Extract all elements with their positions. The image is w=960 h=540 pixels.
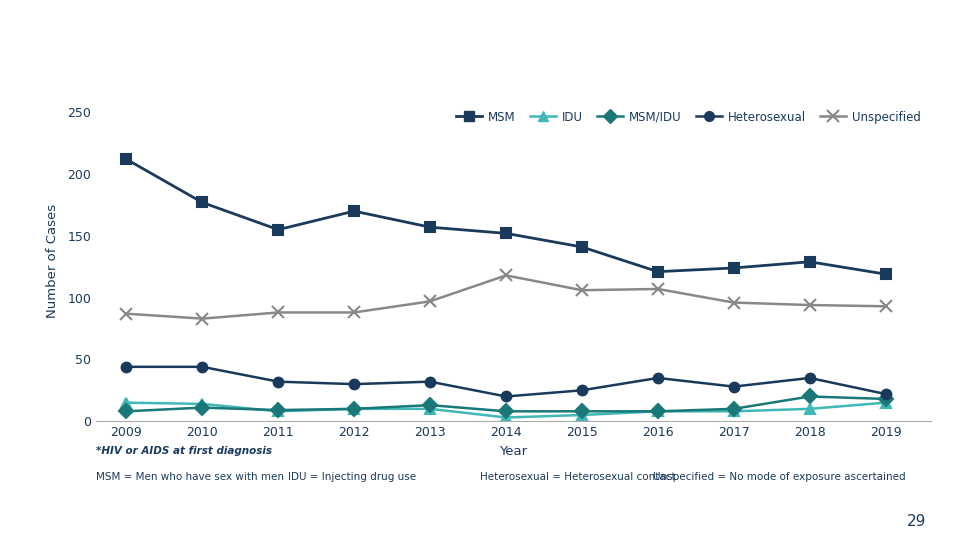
Line: MSM/IDU: MSM/IDU: [122, 392, 891, 416]
MSM: [804, 259, 815, 265]
Unspecified: [880, 303, 892, 309]
Heterosexual: [348, 381, 360, 387]
IDU: [273, 408, 284, 415]
IDU: [424, 406, 436, 412]
Unspecified: [576, 287, 588, 293]
Line: IDU: IDU: [122, 398, 891, 422]
Legend: MSM, IDU, MSM/IDU, Heterosexual, Unspecified: MSM, IDU, MSM/IDU, Heterosexual, Unspeci…: [451, 106, 925, 128]
Line: Unspecified: Unspecified: [120, 269, 892, 325]
Unspecified: [348, 309, 360, 316]
IDU: [880, 400, 892, 406]
MSM: [424, 224, 436, 231]
Line: Heterosexual: Heterosexual: [122, 362, 891, 401]
Heterosexual: [424, 379, 436, 385]
Heterosexual: [500, 393, 512, 400]
IDU: [121, 400, 132, 406]
MSM: [197, 199, 208, 206]
Text: HIV Diagnoses* by Mode of Exposure and Year, 2009 - 2019: HIV Diagnoses* by Mode of Exposure and Y…: [39, 31, 921, 57]
Unspecified: [728, 299, 739, 306]
MSM: [500, 230, 512, 237]
Unspecified: [121, 310, 132, 317]
Heterosexual: [197, 363, 208, 370]
IDU: [652, 408, 663, 415]
MSM: [576, 244, 588, 250]
Text: Unspecified = No mode of exposure ascertained: Unspecified = No mode of exposure ascert…: [653, 472, 905, 483]
MSM/IDU: [576, 408, 588, 415]
IDU: [197, 401, 208, 407]
MSM: [348, 208, 360, 214]
Unspecified: [500, 272, 512, 279]
Heterosexual: [880, 391, 892, 397]
IDU: [348, 406, 360, 412]
Text: Heterosexual = Heterosexual contact: Heterosexual = Heterosexual contact: [480, 472, 676, 483]
MSM: [880, 271, 892, 278]
Heterosexual: [576, 387, 588, 394]
Heterosexual: [652, 375, 663, 381]
Text: MSM = Men who have sex with men: MSM = Men who have sex with men: [96, 472, 284, 483]
MSM: [121, 156, 132, 163]
IDU: [804, 406, 815, 412]
Y-axis label: Number of Cases: Number of Cases: [46, 204, 59, 318]
Heterosexual: [728, 383, 739, 390]
MSM/IDU: [804, 393, 815, 400]
X-axis label: Year: Year: [499, 444, 528, 457]
Unspecified: [804, 302, 815, 308]
Text: IDU = Injecting drug use: IDU = Injecting drug use: [288, 472, 416, 483]
MSM: [273, 226, 284, 233]
Unspecified: [424, 298, 436, 305]
Heterosexual: [804, 375, 815, 381]
MSM/IDU: [121, 408, 132, 415]
Line: MSM: MSM: [122, 154, 891, 279]
MSM: [652, 268, 663, 275]
IDU: [500, 414, 512, 421]
Heterosexual: [273, 379, 284, 385]
MSM/IDU: [424, 402, 436, 408]
MSM/IDU: [500, 408, 512, 415]
MSM/IDU: [348, 406, 360, 412]
MSM/IDU: [652, 408, 663, 415]
Heterosexual: [121, 363, 132, 370]
Unspecified: [197, 315, 208, 322]
Text: 29: 29: [907, 514, 926, 529]
MSM/IDU: [880, 396, 892, 402]
IDU: [576, 412, 588, 418]
MSM/IDU: [273, 407, 284, 413]
Unspecified: [273, 309, 284, 316]
MSM/IDU: [728, 406, 739, 412]
Unspecified: [652, 286, 663, 292]
MSM/IDU: [197, 404, 208, 411]
Text: *HIV or AIDS at first diagnosis: *HIV or AIDS at first diagnosis: [96, 446, 272, 456]
IDU: [728, 408, 739, 415]
MSM: [728, 265, 739, 271]
